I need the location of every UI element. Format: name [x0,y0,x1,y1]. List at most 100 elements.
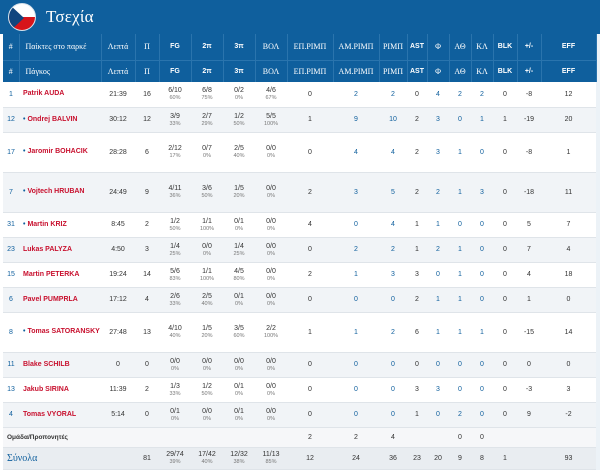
shooting-cell: 4/6 67% [255,82,287,108]
column-header: FG [159,59,192,82]
scroll-edge [596,34,600,470]
percentage: 83% [169,275,181,282]
shooting-cell: 12/32 38% [223,446,255,470]
percentage: 0% [267,365,275,372]
made-attempted: 12/32 [230,451,248,458]
steals-cell: 2 [471,82,493,108]
column-header: Πάγκος [19,59,102,82]
table-row[interactable]: 11 Blake SCHILB 0 0 0/0 0% 0/0 0% 0/0 0% 0/0 0% 0 0 0 0… [3,352,596,378]
percentage: 33% [169,300,181,307]
player-name-link[interactable]: • Martin KRIZ [19,212,101,238]
empty-cell [541,426,596,448]
table-row[interactable]: 1 Patrik AUDA 21:39 16 6/10 60% 6/8 75% 0/2 0% 4/6… [3,82,596,108]
table-row[interactable]: 31 • Martin KRIZ 8:45 2 1/2 50% 1/1 100% 0/1 0% 0/0… [3,212,596,238]
turnovers-cell: 0 [449,107,471,133]
player-name-link[interactable]: Patrik AUDA [19,82,101,108]
efficiency-cell: 11 [541,172,596,213]
player-name: Blake SCHILB [23,360,70,368]
player-name-link[interactable]: Pavel PUMPRLA [19,287,101,313]
table-row[interactable]: 6 Pavel PUMPRLA 17:12 4 2/6 33% 2/5 40% 0/1 0% 0/0… [3,287,596,313]
player-name: Pavel PUMPRLA [23,295,78,303]
player-name-link[interactable]: Martin PETERKA [19,262,101,288]
total-off-rebounds: 12 [287,446,333,470]
made-attempted: 1/2 [170,217,180,225]
percentage: 100% [199,225,215,232]
shooting-cell: 1/2 50% [159,212,191,238]
made-attempted: 5/5 [266,112,276,120]
points-cell: 3 [135,237,159,263]
table-row[interactable]: 8 • Tomas SATORANSKY 27:48 13 4/10 40% 1/5 20% 3/… [3,312,596,353]
shooting-cell: 4/10 40% [159,312,191,353]
column-header: +/- [517,34,542,60]
total-blocks: 1 [493,446,517,470]
assists-cell: 1 [407,212,427,238]
player-name-link[interactable]: Tomas VYORAL [19,402,101,428]
player-name-link[interactable]: • Tomas SATORANSKY [19,312,101,353]
player-name-link[interactable]: • Jaromir BOHACIK [19,132,101,173]
blocks-cell: 0 [493,287,517,313]
percentage: 0% [235,225,243,232]
rebounds-cell: 2 [379,237,407,263]
percentage: 50% [169,225,181,232]
shooting-cell: 3/5 60% [223,312,255,353]
column-header: FG [159,34,192,60]
player-name-link[interactable]: • Ondrej BALVIN [19,107,101,133]
table-row[interactable]: 4 Tomas VYORAL 5:14 0 0/1 0% 0/0 0% 0/1 0% 0/0 0% 0 0… [3,402,596,428]
player-name: Lukas PALYZA [23,245,73,253]
percentage: 40% [169,333,181,339]
fouls-cell: 2 [427,237,449,263]
column-header: ΑΜ.ΡΙΜΠ [333,59,380,82]
player-name-link[interactable]: Lukas PALYZA [19,237,101,263]
points-cell: 2 [135,377,159,403]
shooting-cell: 0/1 0% [159,402,191,428]
off-rebounds-cell: 0 [287,82,333,108]
percentage: 39% [169,459,181,465]
jersey-number: 15 [3,262,19,288]
starter-bullet-icon: • [23,328,26,335]
turnovers-cell: 1 [449,172,471,213]
def-rebounds-cell: 1 [333,312,379,353]
shooting-cell: 2/12 17% [159,132,191,173]
shooting-cell: 2/5 40% [223,132,255,173]
turnovers-cell: 1 [449,237,471,263]
table-row[interactable]: 23 Lukas PALYZA 4:50 3 1/4 25% 0/0 0% 1/4 25% 0/0 0… [3,237,596,263]
percentage: 33% [169,390,181,397]
percentage: 0% [267,193,275,199]
made-attempted: 1/4 [234,242,244,250]
column-header: ΑΜ.ΡΙΜΠ [333,34,380,60]
empty-cell [517,446,541,470]
column-header: ΒΟΛ [255,34,288,60]
shooting-cell: 0/0 0% [191,352,223,378]
percentage: 100% [263,333,279,339]
minutes-cell: 8:45 [101,212,135,238]
plus-minus-cell: -8 [517,82,541,108]
made-attempted: 0/0 [266,407,276,415]
table-row[interactable]: 15 Martin PETERKA 19:24 14 5/6 83% 1/1 100% 4/5 8… [3,262,596,288]
total-points: 81 [135,446,159,470]
percentage: 0% [267,390,275,397]
player-name-link[interactable]: • Vojtech HRUBAN [19,172,101,213]
totals-label: Σύνολα [3,446,135,470]
total-efficiency: 93 [541,446,596,470]
player-name: Tomas SATORANSKY [27,328,100,335]
fouls-cell: 1 [427,312,449,353]
shooting-cell: 17/42 40% [191,446,223,470]
efficiency-cell: 7 [541,212,596,238]
player-name-link[interactable]: Jakub SIRINA [19,377,101,403]
shooting-cell: 2/5 40% [191,287,223,313]
made-attempted: 1/2 [234,112,244,120]
plus-minus-cell: 1 [517,287,541,313]
minutes-cell: 17:12 [101,287,135,313]
czech-flag-icon [8,3,36,31]
player-name-link[interactable]: Blake SCHILB [19,352,101,378]
minutes-cell: 5:14 [101,402,135,428]
table-row[interactable]: 13 Jakub SIRINA 11:39 2 1/3 33% 1/2 50% 0/1 0% 0/0… [3,377,596,403]
table-row[interactable]: 17 • Jaromir BOHACIK 28:28 6 2/12 17% 0/7 0% 2/5 4… [3,132,596,173]
table-row[interactable]: 12 • Ondrej BALVIN 30:12 12 3/9 33% 2/7 29% 1/2 50… [3,107,596,133]
made-attempted: 2/6 [170,292,180,300]
rebounds-cell: 0 [379,352,407,378]
percentage: 20% [201,333,213,339]
player-name: Jakub SIRINA [23,385,69,393]
table-row[interactable]: 7 • Vojtech HRUBAN 24:49 9 4/11 36% 3/6 50% 1/5 20… [3,172,596,213]
jersey-number: 31 [3,212,19,238]
